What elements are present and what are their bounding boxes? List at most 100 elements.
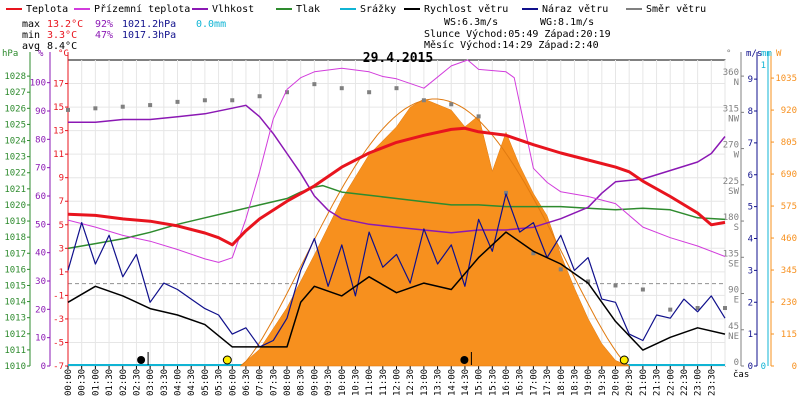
wind-direction-point xyxy=(202,98,207,103)
x-tick-label: 00:00 xyxy=(64,369,74,396)
pressure-tick-label: 1019 xyxy=(4,217,26,227)
wind-direction-point xyxy=(312,82,317,87)
x-tick-label: 13:00 xyxy=(420,369,430,396)
x-tick-label: 02:00 xyxy=(119,369,129,396)
stats-block: max 13.2°C 92% 1021.2hPa 0.0mm min 3.3°C… xyxy=(22,19,226,52)
wind-tick-label: 4 xyxy=(748,235,753,245)
wind-direction-point xyxy=(531,251,536,256)
wind-tick-label: 9 xyxy=(748,75,753,85)
stat-min-hum: 47% xyxy=(95,30,113,41)
series-p-zemn-teplota xyxy=(67,59,726,263)
info-block: WS:6.3m/s WG:8.1m/s Slunce Východ:05:49 … xyxy=(424,17,611,51)
legend-label: Vlhkost xyxy=(212,4,254,15)
pressure-tick-label: 1026 xyxy=(4,104,26,114)
wind-direction-point xyxy=(148,103,153,108)
direction-tick-compass: E xyxy=(734,296,739,306)
direction-tick-label: 360 xyxy=(723,68,739,78)
wind-tick-label: 0 xyxy=(748,362,753,372)
solar-tick-label: 460 xyxy=(781,234,797,244)
x-tick-label: 22:00 xyxy=(666,369,676,396)
x-tick-label: 08:00 xyxy=(283,369,293,396)
wind-direction-point xyxy=(504,190,508,195)
wind-direction-point xyxy=(257,94,262,99)
pressure-tick-label: 1011 xyxy=(4,346,26,356)
wind-direction-point xyxy=(66,107,70,112)
pressure-tick-label: 1017 xyxy=(4,249,26,259)
series-tlak xyxy=(67,184,726,250)
x-tick-label: 02:30 xyxy=(132,369,142,396)
wind-direction-point xyxy=(367,90,372,95)
wind-direction-point xyxy=(285,90,289,95)
x-tick-label: 07:00 xyxy=(256,369,266,396)
series-rychlost-v-tru xyxy=(67,231,726,351)
x-tick-label: 23:00 xyxy=(694,369,704,396)
x-tick-label: 11:30 xyxy=(379,369,389,396)
temperature-tick-label: 3 xyxy=(59,244,64,254)
stat-max-press: 1021.2hPa xyxy=(122,19,176,30)
humidity-tick-label: 20 xyxy=(35,305,46,315)
wind-direction-point xyxy=(120,104,125,109)
pressure-tick-label: 1014 xyxy=(4,298,26,308)
x-tick-label: 10:00 xyxy=(338,369,348,396)
pressure-tick-label: 1025 xyxy=(4,120,26,130)
wind-direction-point xyxy=(558,267,563,272)
wind-direction-point xyxy=(613,283,618,288)
humidity-tick-label: 0 xyxy=(41,362,46,372)
pressure-tick-label: 1022 xyxy=(4,169,26,179)
humidity-tick-label: 50 xyxy=(35,220,46,230)
x-tick-label: 16:00 xyxy=(502,369,512,396)
info-mesic: Měsíc Východ:14:29 Západ:2:40 xyxy=(424,39,599,51)
info-slunce: Slunce Východ:05:49 Západ:20:19 xyxy=(424,28,611,40)
temperature-tick-label: -3 xyxy=(53,315,64,325)
x-tick-label: 19:30 xyxy=(598,369,608,396)
sunset-marker xyxy=(619,355,629,365)
x-tick-label: 15:00 xyxy=(475,369,485,396)
x-tick-label: 20:30 xyxy=(625,369,635,396)
humidity-tick-label: 70 xyxy=(35,164,46,174)
wind-direction-point xyxy=(449,102,454,107)
humidity-tick-label: 90 xyxy=(35,107,46,117)
direction-tick-label: 0 xyxy=(734,358,739,368)
x-tick-label: 05:30 xyxy=(215,369,225,396)
legend-label: Rychlost větru xyxy=(424,3,508,15)
unit-cas: čas xyxy=(733,369,749,380)
x-tick-label: 00:30 xyxy=(78,369,88,396)
x-tick-label: 06:00 xyxy=(228,369,238,396)
solar-tick-label: 575 xyxy=(781,202,797,212)
series-vlhkost xyxy=(68,104,726,234)
solar-tick-label: 1035 xyxy=(775,74,797,84)
humidity-tick-label: 80 xyxy=(35,135,46,145)
legend-label: Přízemní teplota xyxy=(94,3,190,15)
wind-direction-point xyxy=(586,279,591,284)
temperature-tick-label: -7 xyxy=(53,362,64,372)
x-tick-label: 08:30 xyxy=(297,369,307,396)
pressure-tick-label: 1023 xyxy=(4,153,26,163)
solar-tick-label: 345 xyxy=(781,266,797,276)
sunrise-marker xyxy=(222,355,232,365)
wind-tick-label: 6 xyxy=(748,171,753,181)
direction-tick-compass: SE xyxy=(728,259,739,269)
legend-label: Teplota xyxy=(26,4,68,15)
x-tick-label: 15:30 xyxy=(488,369,498,396)
direction-tick-label: 225 xyxy=(723,177,739,187)
direction-tick-label: 90 xyxy=(728,286,739,296)
x-tick-label: 19:00 xyxy=(584,369,594,396)
wind-direction-point xyxy=(723,306,727,311)
plot-area xyxy=(66,59,727,367)
solar-tick-label: 920 xyxy=(781,106,797,116)
stat-min-temp: 3.3°C xyxy=(47,30,77,41)
unit-mm: mm xyxy=(761,49,772,59)
wind-direction-point xyxy=(421,98,426,103)
legend-label: Náraz větru xyxy=(542,3,608,15)
wind-direction-point xyxy=(175,99,180,104)
direction-tick-compass: NW xyxy=(728,114,739,124)
x-tick-label: 11:00 xyxy=(365,369,375,396)
x-tick-label: 18:00 xyxy=(557,369,567,396)
pressure-tick-label: 1024 xyxy=(4,137,26,147)
x-tick-label: 21:30 xyxy=(653,369,663,396)
solar-tick-label: 0 xyxy=(792,362,797,372)
direction-tick-label: 135 xyxy=(723,249,739,259)
legend: Teplota Přízemní teplota Vlhkost Tlak Srážky… xyxy=(6,3,706,15)
x-tick-label: 06:30 xyxy=(242,369,252,396)
direction-tick-compass: NE xyxy=(728,332,739,342)
